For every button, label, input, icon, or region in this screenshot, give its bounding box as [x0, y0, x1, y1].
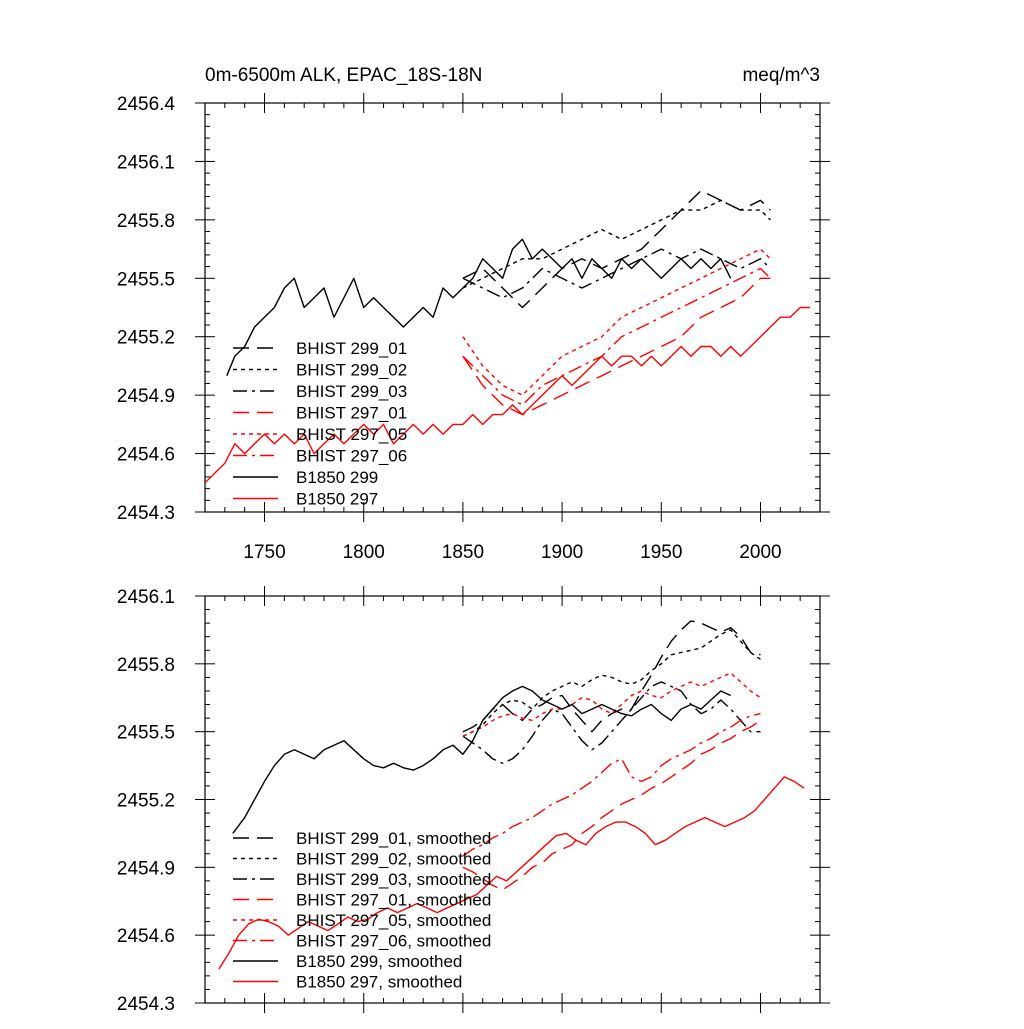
- legend-label: BHIST 299_01: [296, 339, 407, 358]
- legend-label: BHIST 299_02, smoothed: [296, 850, 491, 869]
- y-tick-label: 2456.1: [117, 152, 175, 173]
- x-tick-label: 1950: [640, 542, 682, 563]
- chart-title: 0m-6500m ALK, EPAC_18S-18N: [205, 65, 482, 86]
- x-tick-label: 1900: [541, 542, 583, 563]
- y-tick-label: 2456.4: [117, 94, 176, 115]
- series-group: [218, 620, 805, 970]
- legend: BHIST 299_01 BHIST 299_02 BHIST 299_03 BHIS…: [233, 339, 407, 509]
- series-line-6: [462, 712, 761, 857]
- y-tick-label: 2454.3: [117, 994, 175, 1015]
- y-tick-label: 2455.8: [117, 211, 175, 232]
- y-tick-label: 2454.6: [117, 926, 175, 947]
- x-tick-label: 2000: [739, 542, 781, 563]
- series-line-8: [218, 776, 805, 970]
- x-tick-label: 1750: [243, 542, 285, 563]
- series-line-1: [462, 620, 761, 733]
- series-line-1: [462, 189, 771, 309]
- chart-panel-1: 1750 1800 1850 1900 1950 2000 2454.3 2454.6 2454…: [117, 65, 830, 563]
- series-line-4: [462, 277, 771, 416]
- x-tick-label: 1800: [343, 542, 385, 563]
- y-tick-label: 2455.2: [117, 328, 175, 349]
- legend-label: BHIST 297_06: [296, 447, 407, 466]
- legend-label: B1850 297, smoothed: [296, 973, 462, 992]
- legend-label: BHIST 297_05, smoothed: [296, 911, 491, 930]
- legend-label: BHIST 299_01, smoothed: [296, 829, 491, 848]
- series-line-3: [462, 681, 761, 764]
- series-line-5: [462, 672, 761, 737]
- legend-label: BHIST 297_05: [296, 425, 407, 444]
- series-line-8: [205, 306, 811, 484]
- legend-label: B1850 297: [296, 490, 378, 509]
- x-tick-label: 1850: [442, 542, 484, 563]
- legend-label: B1850 299, smoothed: [296, 952, 462, 971]
- y-tick-label: 2454.3: [117, 503, 175, 524]
- y-tick-label: 2455.2: [117, 791, 175, 812]
- legend-label: BHIST 299_03, smoothed: [296, 870, 491, 889]
- chart-panel-2: 2454.3 2454.6 2454.9 2455.2 2455.5 2455.8 2456…: [117, 586, 830, 1015]
- series-line-2: [462, 199, 771, 289]
- series-line-7: [226, 238, 732, 376]
- series-line-2: [462, 629, 761, 737]
- y-tick-label: 2455.5: [117, 723, 175, 744]
- plot-frame: [204, 102, 821, 513]
- y-tick-label: 2455.8: [117, 655, 175, 676]
- legend: BHIST 299_01, smoothed BHIST 299_02, smoo…: [233, 829, 491, 992]
- series-line-6: [462, 267, 771, 406]
- y-tick-label: 2455.5: [117, 269, 175, 290]
- series-line-3: [462, 248, 771, 299]
- legend-label: BHIST 297_06, smoothed: [296, 932, 491, 951]
- y-tick-label: 2454.6: [117, 445, 175, 466]
- legend-label: BHIST 299_02: [296, 361, 407, 380]
- series-line-7: [232, 685, 731, 834]
- legend-label: BHIST 299_03: [296, 382, 407, 401]
- series-line-5: [462, 248, 771, 396]
- chart-units: meq/m^3: [742, 65, 820, 86]
- legend-label: BHIST 297_01: [296, 404, 407, 423]
- y-tick-label: 2454.9: [117, 858, 175, 879]
- legend-label: BHIST 297_01, smoothed: [296, 891, 491, 910]
- legend-label: B1850 299: [296, 468, 378, 487]
- y-tick-label: 2456.1: [117, 587, 175, 608]
- series-group: [205, 189, 811, 484]
- series-line-4: [462, 719, 761, 891]
- y-tick-label: 2454.9: [117, 386, 175, 407]
